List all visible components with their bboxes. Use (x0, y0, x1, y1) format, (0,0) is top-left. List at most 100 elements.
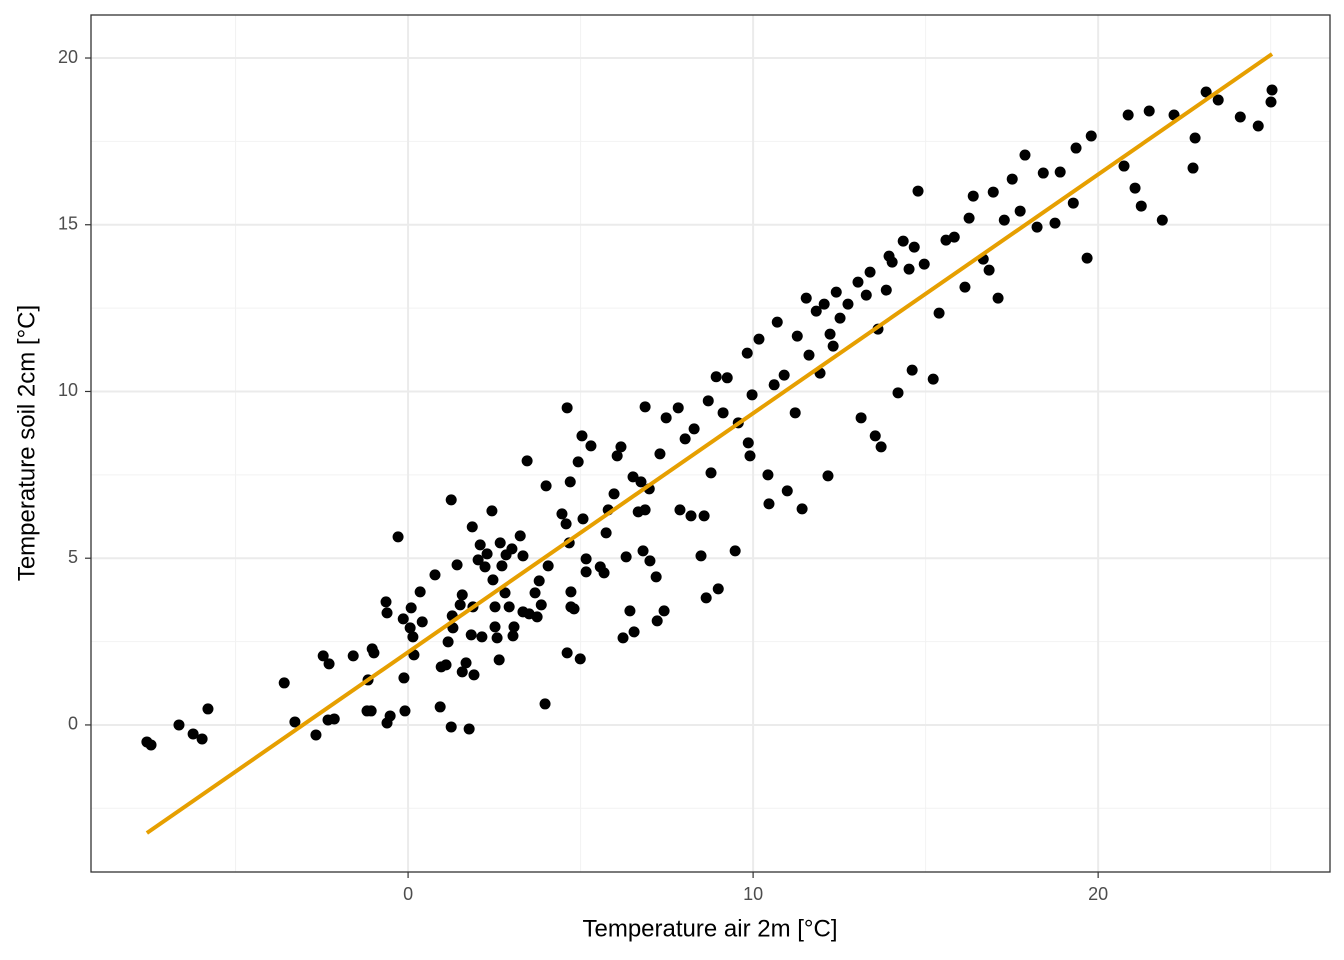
point (627, 471, 639, 483)
point (1252, 120, 1264, 132)
point (399, 705, 411, 717)
point (1187, 162, 1199, 174)
point (560, 518, 572, 530)
point (429, 569, 441, 581)
point (145, 739, 157, 751)
point (442, 636, 454, 648)
point (600, 527, 612, 539)
point (289, 716, 301, 728)
point (1266, 84, 1278, 96)
point (564, 476, 576, 488)
point (556, 508, 568, 520)
y-axis-title: Temperature soil 2cm [°C] (13, 305, 40, 581)
point (644, 555, 656, 567)
point (531, 611, 543, 623)
point (392, 531, 404, 543)
point (472, 554, 484, 566)
point (486, 505, 498, 517)
point (717, 407, 729, 419)
point (918, 258, 930, 270)
point (700, 592, 712, 604)
point (465, 629, 477, 641)
point (323, 658, 335, 670)
point (721, 372, 733, 384)
point (800, 292, 812, 304)
point (476, 631, 488, 643)
point (585, 440, 597, 452)
point (1122, 109, 1134, 121)
point (1265, 96, 1277, 108)
point (463, 723, 475, 735)
point (880, 284, 892, 296)
point (654, 448, 666, 460)
point (672, 402, 684, 414)
x-axis-title: Temperature air 2m [°C] (582, 915, 837, 942)
point (202, 703, 214, 715)
point (791, 330, 803, 342)
point (460, 657, 472, 669)
x-tick-label: 10 (743, 884, 763, 904)
point (927, 373, 939, 385)
point (710, 371, 722, 383)
point (310, 729, 322, 741)
point (397, 613, 409, 625)
point (702, 395, 714, 407)
point (574, 653, 586, 665)
point (698, 510, 710, 522)
point (517, 550, 529, 562)
point (1037, 167, 1049, 179)
point (852, 276, 864, 288)
point (445, 721, 457, 733)
y-tick-label: 0 (68, 714, 78, 734)
point (830, 286, 842, 298)
point (637, 545, 649, 557)
point (688, 423, 700, 435)
point (565, 586, 577, 598)
point (742, 437, 754, 449)
point (615, 441, 627, 453)
point (639, 504, 651, 516)
point (1049, 217, 1061, 229)
point (1143, 105, 1155, 117)
point (572, 456, 584, 468)
point (912, 185, 924, 197)
y-tick-label: 5 (68, 547, 78, 567)
point (381, 607, 393, 619)
point (778, 369, 790, 381)
point (487, 574, 499, 586)
point (628, 626, 640, 638)
y-tick-label: 10 (58, 380, 78, 400)
panel-border (90, 14, 1331, 873)
point (347, 650, 359, 662)
point (451, 559, 463, 571)
point (533, 575, 545, 587)
point (481, 548, 493, 560)
point (506, 543, 518, 555)
point (384, 710, 396, 722)
point (842, 298, 854, 310)
point (897, 235, 909, 247)
point (834, 312, 846, 324)
point (940, 234, 952, 246)
point (892, 387, 904, 399)
point (1054, 166, 1066, 178)
point (617, 632, 629, 644)
point (404, 622, 416, 634)
point (789, 407, 801, 419)
point (948, 231, 960, 243)
point (705, 467, 717, 479)
point (869, 430, 881, 442)
point (456, 589, 468, 601)
point (908, 241, 920, 253)
point (561, 402, 573, 414)
point (508, 621, 520, 633)
point (1085, 130, 1097, 142)
point (729, 545, 741, 557)
point (416, 616, 428, 628)
point (1019, 149, 1031, 161)
point (542, 560, 554, 572)
point (445, 494, 457, 506)
point (860, 289, 872, 301)
point (479, 561, 491, 573)
